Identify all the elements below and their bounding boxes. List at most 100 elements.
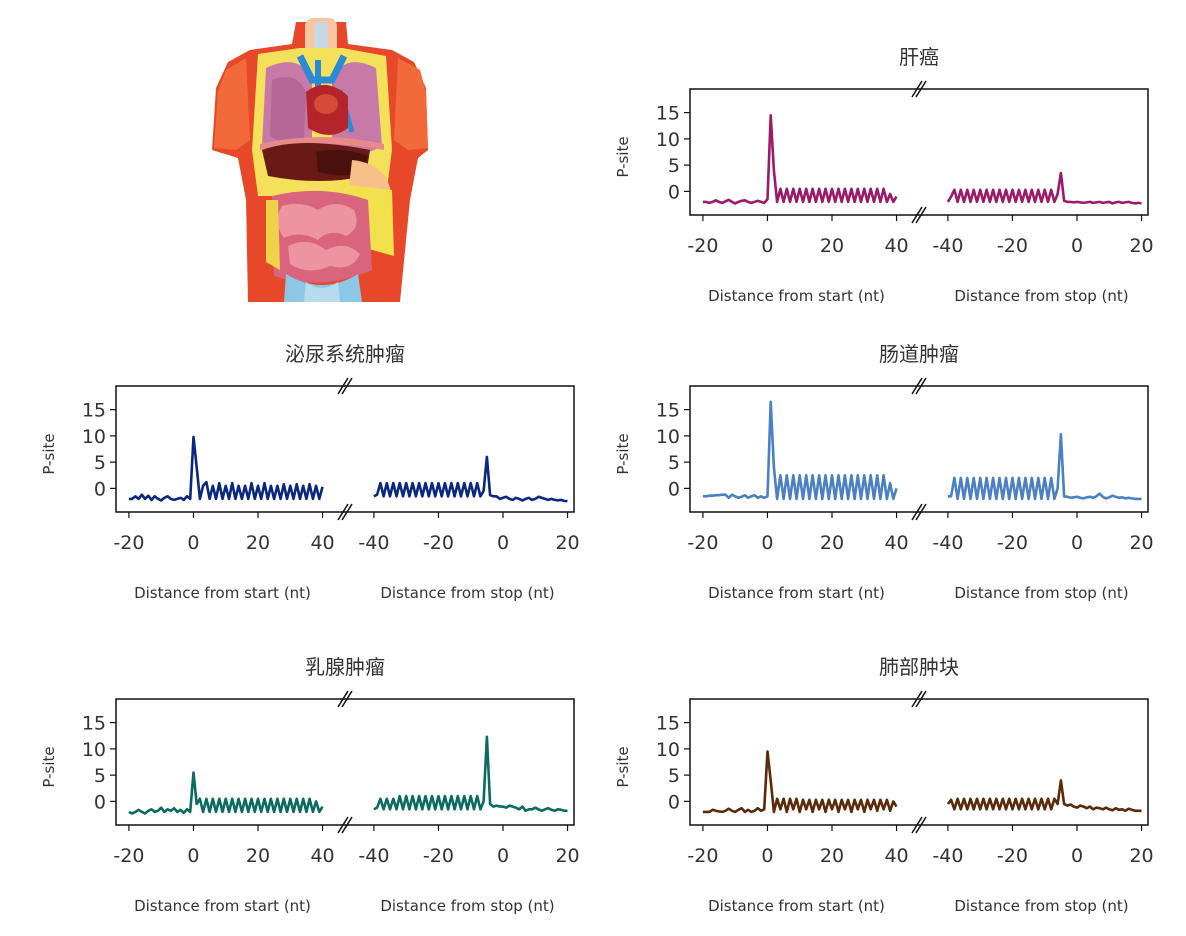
axis-break-mark: [911, 377, 923, 395]
y-axis-label: P-site: [614, 433, 632, 474]
x-tick-label: 20: [555, 845, 579, 867]
chart-panel-1: 泌尿系统肿瘤 0 5 10 15 P-site -20 0 20 40 Distance from …: [40, 342, 580, 602]
axes-frame-left: [115, 698, 345, 826]
y-tick-label: 5: [668, 765, 680, 787]
x-axis-label-stop: Distance from stop (nt): [380, 897, 554, 915]
x-tick-label: 40: [310, 845, 334, 867]
chart-title: 泌尿系统肿瘤: [285, 342, 405, 366]
axis-break-mark: [911, 80, 923, 98]
x-tick-label: 0: [761, 235, 773, 257]
x-tick-label: 20: [1129, 532, 1153, 554]
x-axis-label-stop: Distance from stop (nt): [380, 584, 554, 602]
y-tick-label: 0: [668, 478, 680, 500]
y-axis-label: P-site: [614, 746, 632, 787]
axis-break-mark: [341, 503, 353, 521]
chart-title: 肠道肿瘤: [879, 342, 959, 366]
axes-frame-left: [689, 385, 919, 513]
x-tick-label: -20: [687, 845, 718, 867]
axis-break-mark: [911, 816, 923, 834]
series-line-start: [702, 114, 898, 205]
axes-frame-right: [919, 88, 1149, 216]
x-tick-label: -40: [358, 845, 389, 867]
x-tick-label: -20: [687, 532, 718, 554]
x-tick-label: 0: [761, 532, 773, 554]
x-tick-label: 0: [761, 845, 773, 867]
y-tick-label: 15: [656, 103, 680, 125]
x-tick-label: 20: [820, 235, 844, 257]
x-tick-label: -40: [932, 235, 963, 257]
x-tick-label: -40: [932, 532, 963, 554]
y-tick-label: 5: [668, 155, 680, 177]
axis-break-mark: [341, 690, 353, 708]
chart-panel-4: 肺部肿块 0 5 10 15 P-site -20 0 20 40 Distance from st…: [614, 655, 1154, 915]
human-torso-anatomy-illustration: [212, 18, 428, 302]
x-tick-label: 0: [187, 532, 199, 554]
x-tick-label: 20: [1129, 845, 1153, 867]
axis-break-mark: [337, 503, 349, 521]
y-tick-label: 15: [82, 400, 106, 422]
axis-break-mark: [341, 816, 353, 834]
series-line-start: [702, 750, 898, 814]
series-line-stop: [946, 171, 1142, 205]
x-axis-label-stop: Distance from stop (nt): [954, 584, 1128, 602]
axis-break-mark: [911, 503, 923, 521]
axis-break-mark: [915, 377, 927, 395]
y-axis-label: P-site: [614, 136, 632, 177]
x-tick-label: 20: [1129, 235, 1153, 257]
y-tick-label: 0: [668, 181, 680, 203]
axis-break-mark: [915, 816, 927, 834]
y-tick-label: 15: [656, 713, 680, 735]
x-tick-label: 40: [884, 235, 908, 257]
y-tick-label: 5: [668, 452, 680, 474]
x-tick-label: 20: [246, 532, 270, 554]
series-line-start: [702, 400, 898, 501]
series-line-stop: [373, 455, 568, 503]
x-tick-label: 20: [555, 532, 579, 554]
x-tick-label: 0: [497, 845, 509, 867]
x-tick-label: -40: [932, 845, 963, 867]
x-tick-label: -20: [113, 845, 144, 867]
axis-break-mark: [337, 377, 349, 395]
axis-break-mark: [915, 80, 927, 98]
x-tick-label: 40: [884, 845, 908, 867]
y-tick-label: 15: [82, 713, 106, 735]
x-tick-label: -40: [358, 532, 389, 554]
chart-panel-3: 乳腺肿瘤 0 5 10 15 P-site -20 0 20 40 Distance from st…: [40, 655, 580, 915]
y-tick-label: 10: [656, 739, 680, 761]
x-tick-label: -20: [997, 235, 1028, 257]
chart-panel-2: 肠道肿瘤 0 5 10 15 P-site -20 0 20 40 Distance from st…: [614, 342, 1154, 602]
x-tick-label: -20: [113, 532, 144, 554]
y-tick-label: 10: [82, 739, 106, 761]
axes-frame-right: [345, 698, 575, 826]
x-axis-label-start: Distance from start (nt): [708, 287, 885, 305]
axis-break-mark: [915, 503, 927, 521]
chart-panel-0: 肝癌 0 5 10 15 P-site -20 0 20 40 Distance from star…: [614, 45, 1154, 305]
axes-frame-right: [919, 385, 1149, 513]
y-axis-label: P-site: [40, 433, 58, 474]
axis-break-mark: [911, 206, 923, 224]
x-tick-label: 20: [820, 845, 844, 867]
chart-title: 肝癌: [899, 45, 939, 69]
x-tick-label: 0: [187, 845, 199, 867]
y-tick-label: 10: [656, 129, 680, 151]
x-tick-label: 0: [1071, 235, 1083, 257]
x-tick-label: -20: [423, 845, 454, 867]
x-tick-label: 0: [497, 532, 509, 554]
x-tick-label: 40: [884, 532, 908, 554]
y-tick-label: 10: [82, 426, 106, 448]
y-tick-label: 15: [656, 400, 680, 422]
x-tick-label: 20: [246, 845, 270, 867]
y-tick-label: 5: [94, 452, 106, 474]
axis-break-mark: [337, 690, 349, 708]
x-axis-label-stop: Distance from stop (nt): [954, 287, 1128, 305]
x-tick-label: -20: [687, 235, 718, 257]
chart-title: 乳腺肿瘤: [305, 655, 385, 679]
chart-title: 肺部肿块: [879, 655, 959, 679]
y-tick-label: 0: [668, 791, 680, 813]
x-axis-label-start: Distance from start (nt): [134, 897, 311, 915]
x-tick-label: 0: [1071, 845, 1083, 867]
axes-frame-left: [689, 698, 919, 826]
axis-break-mark: [911, 690, 923, 708]
axes-frame-right: [919, 698, 1149, 826]
